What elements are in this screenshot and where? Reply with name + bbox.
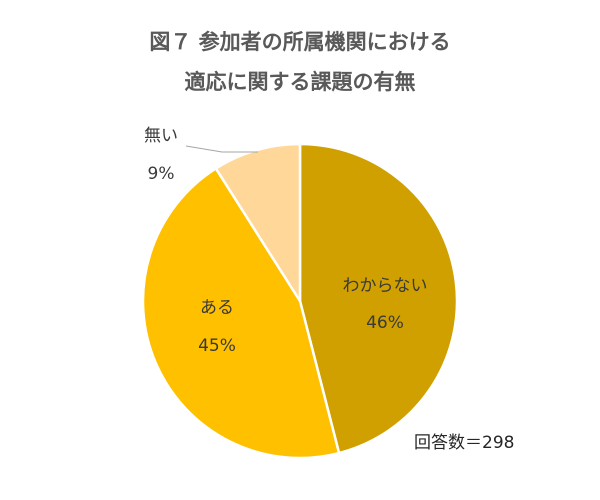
slice-value-label: 46% — [366, 313, 404, 333]
pie-slice — [298, 142, 459, 455]
leader-line — [185, 145, 258, 153]
slice-category-label: 無い — [144, 126, 178, 146]
slice-category-label: わからない — [343, 276, 428, 296]
pie-slice — [141, 167, 341, 460]
chart-title-line-1: 図７ 参加者の所属機関における — [149, 30, 451, 54]
response-count-note: 回答数＝298 — [414, 433, 515, 453]
chart-title-line-2: 適応に関する課題の有無 — [184, 70, 416, 94]
pie-slice — [214, 142, 302, 303]
chart-title: 図７ 参加者の所属機関における 適応に関する課題の有無 — [0, 22, 600, 102]
slice-category-label: ある — [200, 298, 234, 318]
slice-value-label: 45% — [198, 336, 236, 356]
slice-value-label: 9% — [148, 164, 175, 184]
